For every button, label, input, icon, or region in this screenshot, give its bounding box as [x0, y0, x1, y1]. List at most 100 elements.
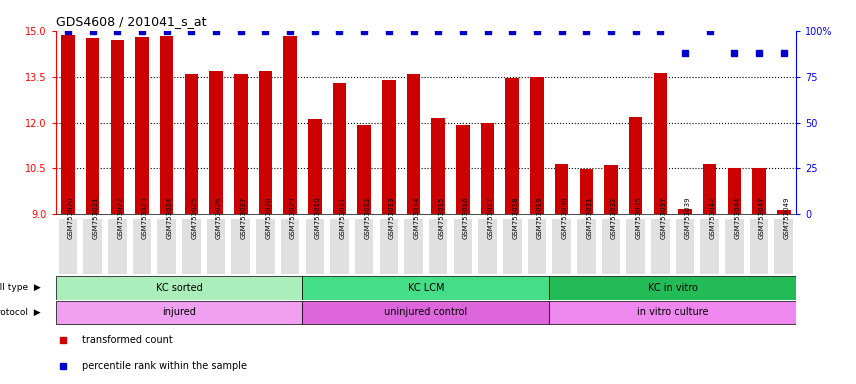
Text: GDS4608 / 201041_s_at: GDS4608 / 201041_s_at: [56, 15, 206, 28]
Bar: [382, 80, 395, 214]
FancyBboxPatch shape: [675, 219, 694, 274]
Bar: [357, 125, 371, 214]
FancyBboxPatch shape: [700, 219, 719, 274]
Text: KC sorted: KC sorted: [156, 283, 202, 293]
Text: KC LCM: KC LCM: [407, 283, 444, 293]
Text: injured: injured: [162, 307, 196, 317]
Bar: [456, 125, 470, 214]
Bar: [604, 166, 618, 214]
Text: GSM753010: GSM753010: [315, 196, 321, 239]
Bar: [110, 40, 124, 214]
Text: GSM753024: GSM753024: [167, 196, 173, 238]
Text: uninjured control: uninjured control: [384, 307, 467, 317]
Bar: [283, 36, 297, 214]
Text: transformed count: transformed count: [81, 335, 172, 345]
Bar: [209, 71, 223, 214]
Text: GSM753017: GSM753017: [488, 196, 494, 239]
Text: GSM753049: GSM753049: [784, 196, 790, 238]
FancyBboxPatch shape: [454, 219, 473, 274]
Text: protocol  ▶: protocol ▶: [0, 308, 41, 317]
Bar: [653, 73, 667, 214]
Bar: [629, 117, 643, 214]
Text: GSM753047: GSM753047: [759, 196, 765, 238]
Bar: [777, 210, 791, 214]
Text: GSM753035: GSM753035: [636, 196, 642, 238]
FancyBboxPatch shape: [602, 219, 621, 274]
FancyBboxPatch shape: [775, 219, 793, 274]
Text: cell type  ▶: cell type ▶: [0, 283, 41, 292]
Text: GSM753014: GSM753014: [413, 196, 419, 238]
Text: GSM753028: GSM753028: [265, 196, 271, 238]
Bar: [308, 119, 322, 214]
Text: GSM753025: GSM753025: [192, 196, 198, 238]
Text: GSM753031: GSM753031: [586, 196, 592, 239]
Bar: [185, 74, 199, 214]
Bar: [302, 301, 550, 324]
Text: GSM753018: GSM753018: [512, 196, 518, 239]
FancyBboxPatch shape: [379, 219, 398, 274]
FancyBboxPatch shape: [429, 219, 448, 274]
Bar: [259, 71, 272, 214]
FancyBboxPatch shape: [330, 219, 348, 274]
FancyBboxPatch shape: [651, 219, 669, 274]
FancyBboxPatch shape: [355, 219, 373, 274]
FancyBboxPatch shape: [725, 219, 744, 274]
FancyBboxPatch shape: [133, 219, 152, 274]
FancyBboxPatch shape: [552, 219, 571, 274]
FancyBboxPatch shape: [577, 219, 596, 274]
Text: percentile rank within the sample: percentile rank within the sample: [81, 361, 247, 371]
FancyBboxPatch shape: [231, 219, 250, 274]
Bar: [61, 35, 74, 214]
FancyBboxPatch shape: [256, 219, 275, 274]
Text: GSM753015: GSM753015: [438, 196, 444, 238]
Text: GSM753021: GSM753021: [92, 196, 98, 238]
Text: GSM753023: GSM753023: [142, 196, 148, 238]
Text: GSM753044: GSM753044: [734, 196, 740, 238]
Bar: [505, 78, 519, 214]
FancyBboxPatch shape: [281, 219, 300, 274]
Bar: [160, 36, 174, 214]
Text: GSM753029: GSM753029: [290, 196, 296, 238]
FancyBboxPatch shape: [503, 219, 521, 274]
Bar: [530, 77, 544, 214]
FancyBboxPatch shape: [527, 219, 546, 274]
FancyBboxPatch shape: [306, 219, 324, 274]
FancyBboxPatch shape: [750, 219, 769, 274]
FancyBboxPatch shape: [207, 219, 225, 274]
FancyBboxPatch shape: [182, 219, 200, 274]
Bar: [56, 276, 302, 300]
Bar: [86, 38, 99, 214]
Bar: [728, 168, 741, 214]
Text: GSM753022: GSM753022: [117, 196, 123, 238]
FancyBboxPatch shape: [404, 219, 423, 274]
Bar: [703, 164, 716, 214]
Text: GSM753027: GSM753027: [241, 196, 247, 238]
Text: GSM753030: GSM753030: [562, 196, 568, 239]
Bar: [234, 74, 247, 214]
Text: GSM753012: GSM753012: [364, 196, 370, 238]
Bar: [302, 276, 550, 300]
Text: KC in vitro: KC in vitro: [648, 283, 698, 293]
Bar: [550, 276, 796, 300]
Text: GSM753037: GSM753037: [660, 196, 666, 239]
Bar: [481, 123, 495, 214]
FancyBboxPatch shape: [59, 219, 77, 274]
Text: GSM753016: GSM753016: [463, 196, 469, 239]
Bar: [333, 83, 347, 214]
Text: GSM753020: GSM753020: [68, 196, 74, 238]
Text: GSM753039: GSM753039: [685, 196, 691, 239]
Text: in vitro culture: in vitro culture: [637, 307, 709, 317]
Bar: [555, 164, 568, 214]
FancyBboxPatch shape: [479, 219, 496, 274]
Bar: [550, 301, 796, 324]
Text: GSM753011: GSM753011: [340, 196, 346, 239]
Bar: [580, 169, 593, 214]
Text: GSM753019: GSM753019: [537, 196, 543, 239]
Bar: [752, 169, 766, 214]
Text: GSM753013: GSM753013: [389, 196, 395, 239]
Text: GSM753032: GSM753032: [611, 196, 617, 238]
Bar: [678, 209, 692, 214]
Bar: [431, 118, 445, 214]
FancyBboxPatch shape: [108, 219, 127, 274]
Bar: [135, 38, 149, 214]
